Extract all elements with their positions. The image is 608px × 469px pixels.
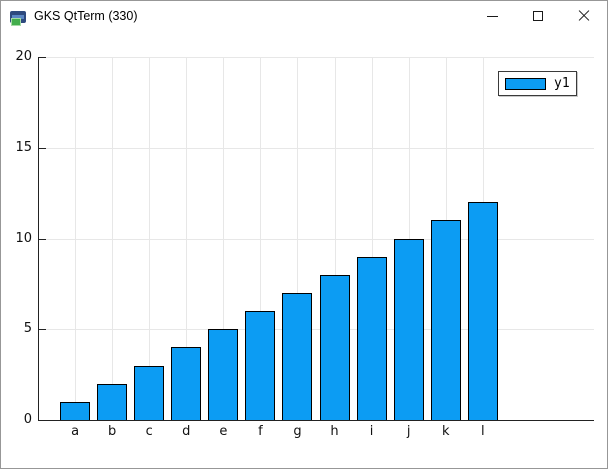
- window-controls: [469, 1, 607, 31]
- x-tick-label: i: [369, 424, 374, 439]
- gridline-horizontal: [38, 329, 594, 331]
- x-tick-label: e: [219, 424, 228, 439]
- y-tick-label: 15: [15, 139, 32, 155]
- legend-label: y1: [554, 76, 570, 91]
- gridline-vertical: [149, 57, 151, 420]
- x-tick-label: c: [145, 424, 153, 439]
- y-tick-label: 20: [15, 49, 32, 64]
- y-tick-label: 0: [23, 412, 32, 427]
- gridline-vertical: [334, 57, 336, 420]
- x-tick-label: d: [182, 424, 191, 439]
- chart-canvas: y1 0 5 10 15 20 a b c d e f g h i j k l: [1, 31, 607, 468]
- gridline-vertical: [371, 57, 373, 420]
- window-title: GKS QtTerm (330): [34, 9, 138, 23]
- x-tick-label: h: [330, 424, 339, 439]
- y-axis-tick: [38, 147, 46, 149]
- gks-app-icon: [10, 10, 26, 26]
- gridline-vertical: [112, 57, 114, 420]
- x-tick-label: a: [71, 424, 80, 439]
- bar-c: [134, 365, 165, 420]
- y-axis-tick: [38, 420, 46, 421]
- gridline-vertical: [223, 57, 225, 420]
- bar-j: [393, 238, 424, 420]
- maximize-icon: [533, 11, 543, 21]
- gridline-horizontal: [38, 238, 594, 240]
- y-axis-tick: [38, 238, 46, 240]
- x-tick-label: f: [258, 424, 263, 439]
- bar-h: [319, 274, 350, 420]
- bar-d: [171, 347, 202, 420]
- close-icon: [578, 10, 590, 22]
- x-tick-label: j: [406, 424, 411, 439]
- bar-k: [430, 220, 461, 420]
- x-tick-label: b: [107, 424, 117, 439]
- gridline-horizontal: [38, 57, 594, 58]
- minimize-button[interactable]: [469, 1, 515, 31]
- bar-i: [356, 256, 387, 420]
- bar-b: [97, 383, 128, 420]
- bar-e: [208, 329, 239, 420]
- bar-f: [245, 311, 276, 420]
- titlebar[interactable]: GKS QtTerm (330): [1, 1, 607, 31]
- gridline-vertical: [297, 57, 299, 420]
- gridline-horizontal: [38, 147, 594, 149]
- bar-a: [60, 401, 91, 420]
- x-tick-label: k: [441, 424, 450, 439]
- x-tick-label: l: [480, 424, 485, 439]
- x-tick-label: g: [293, 424, 302, 439]
- legend: y1: [498, 71, 577, 96]
- y-tick-label: 10: [15, 230, 32, 246]
- gridline-vertical: [260, 57, 262, 420]
- bar-g: [282, 292, 313, 420]
- y-tick-label: 5: [23, 321, 32, 337]
- bar-l: [467, 202, 498, 420]
- legend-swatch-y1: [505, 77, 546, 90]
- gridline-vertical: [75, 57, 77, 420]
- y-axis-tick: [38, 57, 46, 58]
- minimize-icon: [486, 15, 498, 17]
- gridline-vertical: [186, 57, 188, 420]
- y-axis-tick: [38, 329, 46, 331]
- maximize-button[interactable]: [515, 1, 561, 31]
- x-axis: [38, 420, 594, 422]
- close-button[interactable]: [561, 1, 607, 31]
